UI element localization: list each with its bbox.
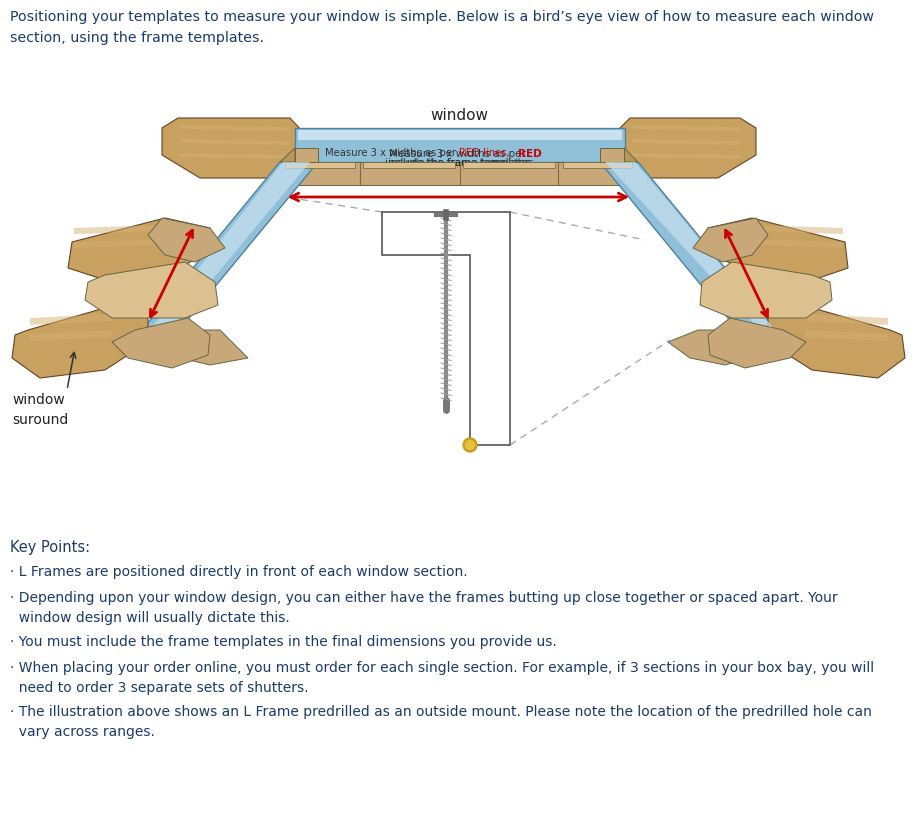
Text: · The illustration above shows an L Frame predrilled as an outside mount. Please: · The illustration above shows an L Fram… xyxy=(10,705,872,739)
Text: · When placing your order online, you must order for each single section. For ex: · When placing your order online, you mu… xyxy=(10,661,874,695)
Circle shape xyxy=(466,441,474,450)
Polygon shape xyxy=(600,162,780,335)
Polygon shape xyxy=(30,330,112,341)
Polygon shape xyxy=(68,218,215,280)
Polygon shape xyxy=(30,314,112,325)
Text: Key Points:: Key Points: xyxy=(10,540,90,555)
Polygon shape xyxy=(705,218,848,280)
Polygon shape xyxy=(805,330,888,341)
Polygon shape xyxy=(180,125,290,131)
Text: · Depending upon your window design, you can either have the frames butting up c: · Depending upon your window design, you… xyxy=(10,591,837,625)
Polygon shape xyxy=(112,318,210,368)
Polygon shape xyxy=(148,218,225,262)
Polygon shape xyxy=(280,162,638,185)
Text: · L Frames are positioned directly in front of each window section.: · L Frames are positioned directly in fr… xyxy=(10,565,468,579)
Text: window: window xyxy=(430,108,488,123)
Text: RED: RED xyxy=(518,149,542,159)
Text: include the frame templates: include the frame templates xyxy=(385,158,533,168)
Polygon shape xyxy=(693,218,768,262)
Polygon shape xyxy=(74,225,165,234)
Polygon shape xyxy=(280,148,295,162)
Polygon shape xyxy=(285,162,355,168)
Polygon shape xyxy=(138,162,318,335)
Polygon shape xyxy=(162,118,318,178)
Polygon shape xyxy=(600,118,756,178)
Polygon shape xyxy=(805,314,888,325)
Polygon shape xyxy=(295,148,318,162)
Polygon shape xyxy=(180,153,290,159)
Polygon shape xyxy=(752,225,843,234)
Polygon shape xyxy=(463,162,555,168)
Polygon shape xyxy=(85,262,218,318)
Polygon shape xyxy=(624,148,638,162)
Polygon shape xyxy=(295,128,625,162)
Polygon shape xyxy=(708,318,806,368)
Text: · You must include the frame templates in the final dimensions you provide us.: · You must include the frame templates i… xyxy=(10,635,557,649)
Text: Measure 3 x widths as per: Measure 3 x widths as per xyxy=(389,149,529,159)
Circle shape xyxy=(463,438,477,452)
Text: window
suround: window suround xyxy=(12,393,68,427)
Polygon shape xyxy=(168,330,248,365)
Polygon shape xyxy=(382,212,510,445)
Polygon shape xyxy=(632,139,740,145)
Polygon shape xyxy=(632,153,740,159)
Polygon shape xyxy=(668,330,762,365)
Polygon shape xyxy=(563,162,632,168)
Polygon shape xyxy=(363,162,455,168)
Polygon shape xyxy=(700,262,832,318)
Polygon shape xyxy=(12,305,148,378)
Polygon shape xyxy=(600,148,624,162)
Text: include the frame templates: include the frame templates xyxy=(388,158,530,168)
Polygon shape xyxy=(180,139,290,145)
Text: Measure 3 x widths as per: Measure 3 x widths as per xyxy=(325,148,459,158)
Polygon shape xyxy=(752,239,843,248)
Polygon shape xyxy=(74,239,165,248)
Text: Positioning your templates to measure your window is simple. Below is a bird’s e: Positioning your templates to measure yo… xyxy=(10,10,874,45)
Polygon shape xyxy=(768,305,905,378)
Polygon shape xyxy=(298,130,622,140)
Polygon shape xyxy=(632,125,740,131)
Polygon shape xyxy=(605,162,775,332)
Text: RED lines,: RED lines, xyxy=(459,148,510,158)
Polygon shape xyxy=(148,162,310,332)
